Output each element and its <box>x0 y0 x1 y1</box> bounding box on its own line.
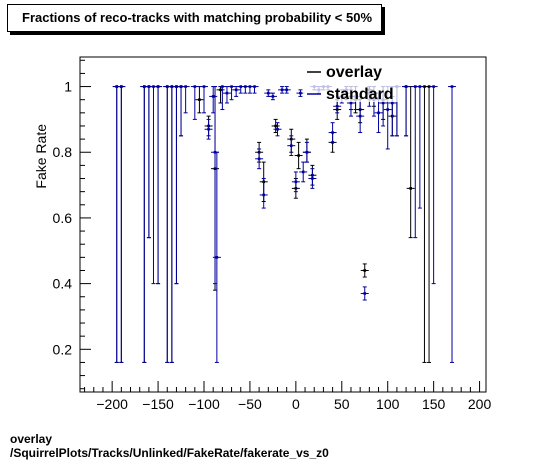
data-point <box>262 193 266 197</box>
data-point <box>305 150 309 154</box>
x-tick-label: −50 <box>238 396 262 412</box>
data-point <box>294 180 298 184</box>
data-point <box>257 157 261 161</box>
data-point <box>301 170 305 174</box>
data-point <box>234 88 238 92</box>
series-standard <box>112 85 457 363</box>
data-point <box>170 85 174 88</box>
data-point <box>248 85 252 88</box>
data-point <box>211 95 215 98</box>
data-point <box>193 85 197 88</box>
data-point <box>409 187 412 190</box>
y-axis: 0.2 0.4 0.6 0.8 1 <box>53 59 91 390</box>
data-point <box>239 85 243 88</box>
data-point <box>391 101 394 105</box>
data-point <box>404 85 408 88</box>
data-point <box>311 177 314 180</box>
data-point <box>381 101 385 105</box>
data-point <box>299 91 302 95</box>
chart-plot: −200 −150 −100 −50 0 50 100 150 200 0.2 0.4 0.6 0.8… <box>33 56 492 412</box>
data-point <box>274 124 277 128</box>
y-tick-label: 0.8 <box>53 144 73 160</box>
x-tick-label: −100 <box>188 396 220 412</box>
data-point <box>423 85 426 88</box>
data-point <box>215 256 219 259</box>
data-point <box>363 269 367 272</box>
legend: overlay standard <box>303 62 401 103</box>
data-point <box>202 85 206 88</box>
data-point <box>427 85 431 88</box>
footer-line-2: /SquirrelPlots/Tracks/Unlinked/FakeRate/… <box>10 446 329 460</box>
x-tick-label: 0 <box>292 396 300 412</box>
data-point <box>221 85 224 88</box>
x-tick-label: −150 <box>142 396 174 412</box>
data-point <box>230 85 233 88</box>
x-axis: −200 −150 −100 −50 0 50 100 150 200 <box>84 381 492 412</box>
x-tick-label: −200 <box>96 396 128 412</box>
data-point <box>147 85 151 88</box>
legend-label-standard: standard <box>326 86 394 103</box>
data-point <box>386 108 390 111</box>
data-point <box>165 85 169 88</box>
data-point <box>244 85 247 88</box>
data-point <box>253 85 256 88</box>
x-tick-label: 100 <box>376 396 400 412</box>
data-point <box>179 85 183 88</box>
data-point <box>175 85 178 88</box>
legend-background <box>303 62 401 102</box>
data-point <box>267 91 270 95</box>
data-point <box>349 101 353 105</box>
footer-caption: overlay /SquirrelPlots/Tracks/Unlinked/F… <box>10 432 329 460</box>
series-layer <box>112 85 457 363</box>
data-point <box>450 85 454 88</box>
data-point <box>276 127 279 131</box>
series-overlay <box>112 85 434 363</box>
data-point <box>289 144 293 147</box>
data-point <box>115 85 119 88</box>
chart-title: Fractions of reco-tracks with matching p… <box>7 4 382 32</box>
data-point <box>219 88 222 92</box>
footer-line-1: overlay <box>10 432 53 446</box>
x-tick-label: 200 <box>468 396 492 412</box>
data-point <box>418 85 422 88</box>
data-point <box>432 85 435 88</box>
x-tick-label: 50 <box>334 396 350 412</box>
legend-label-overlay: overlay <box>326 64 382 81</box>
data-point <box>285 88 288 92</box>
y-tick-label: 0.2 <box>53 341 73 357</box>
data-point <box>280 88 284 92</box>
data-point <box>198 98 201 101</box>
data-point <box>331 131 334 134</box>
data-point <box>207 127 210 131</box>
data-point <box>156 85 160 88</box>
data-point <box>358 114 362 118</box>
y-axis-label: Fake Rate <box>33 124 49 189</box>
plot-frame <box>79 56 487 393</box>
y-tick-label: 1 <box>64 79 72 95</box>
data-point <box>152 85 155 88</box>
data-point <box>363 292 367 295</box>
data-point <box>335 104 339 108</box>
data-point <box>377 111 380 115</box>
plot-border <box>79 56 487 393</box>
data-point <box>413 85 417 88</box>
data-point <box>142 85 146 88</box>
x-tick-label: 150 <box>422 396 446 412</box>
data-point <box>120 85 123 88</box>
y-tick-label: 0.4 <box>53 276 73 292</box>
data-point <box>184 85 187 88</box>
y-tick-label: 0.6 <box>53 210 73 226</box>
data-point <box>271 95 275 98</box>
data-point <box>297 154 300 157</box>
data-point <box>225 91 229 95</box>
